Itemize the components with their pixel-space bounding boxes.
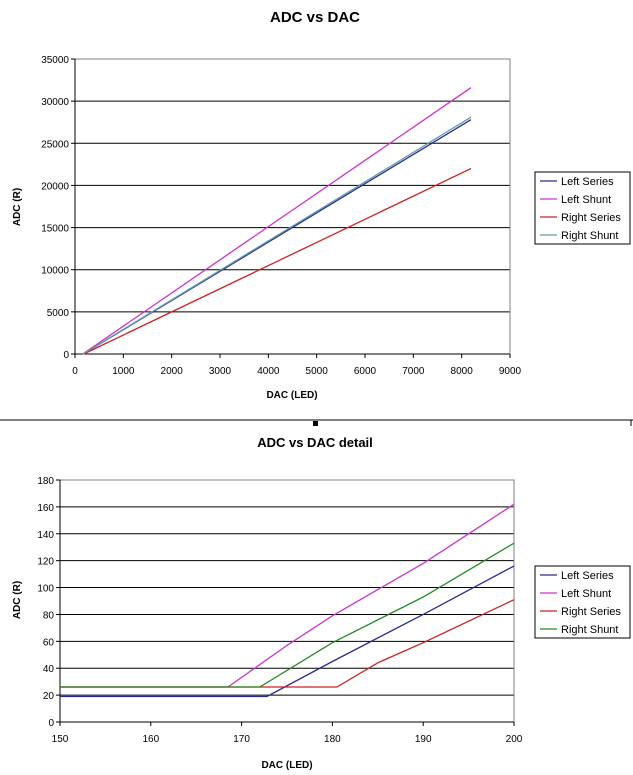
x-tick-label: 9000 [499,366,522,377]
y-tick-label: 35000 [41,55,69,66]
x-tick-label: 3000 [209,366,232,377]
series-line [60,503,515,688]
y-tick-label: 100 [37,584,54,595]
y-tick-label: 30000 [41,97,69,108]
y-tick-label: 160 [37,503,54,514]
y-axis-label: ADC (R) [12,188,23,226]
x-tick-label: 150 [52,734,69,745]
y-tick-label: 140 [37,530,54,541]
x-tick-label: 8000 [451,366,474,377]
y-tick-label: 10000 [41,266,69,277]
series-line [83,168,472,355]
separator-handle [313,421,318,426]
series-line [82,116,472,355]
y-tick-label: 180 [37,476,54,487]
legend-box [534,171,631,245]
x-tick-label: 2000 [161,366,184,377]
y-tick-label: 15000 [41,224,69,235]
x-axis-label: DAC (LED) [266,390,317,401]
x-tick-label: 5000 [306,366,329,377]
x-tick-label: 1000 [112,366,135,377]
y-tick-label: 0 [63,350,69,361]
x-tick-label: 190 [415,734,432,745]
legend-label: Left Shunt [561,588,611,600]
x-tick-label: 6000 [354,366,377,377]
x-tick-label: 200 [506,734,523,745]
legend-label: Right Shunt [561,624,618,636]
legend-label: Left Series [561,570,614,582]
y-tick-label: 40 [43,664,55,675]
x-tick-label: 4000 [257,366,280,377]
legend-label: Left Shunt [561,194,611,206]
x-tick-label: 160 [142,734,159,745]
x-axis-label: DAC (LED) [261,760,312,771]
series-line [60,599,515,688]
x-tick-label: 0 [72,366,78,377]
legend-label: Left Series [561,176,614,188]
y-tick-label: 5000 [47,308,70,319]
y-axis-label: ADC (R) [12,581,23,619]
y-tick-label: 20 [43,691,55,702]
legend-label: Right Series [561,212,621,224]
y-tick-label: 20000 [41,181,69,192]
y-tick-label: 60 [43,637,55,648]
chart-title: ADC vs DAC [270,9,360,26]
y-tick-label: 120 [37,557,54,568]
chart-adc-vs-dac: ADC vs DAC DAC (LED) ADC (R) 05000100001… [12,9,631,401]
legend-box [534,565,631,639]
series-line [60,542,515,688]
y-tick-label: 80 [43,610,55,621]
series-line [60,565,515,698]
x-tick-label: 170 [233,734,250,745]
legend-label: Right Series [561,606,621,618]
chart-adc-vs-dac-detail: ADC vs DAC detail DAC (LED) ADC (R) 0 20 4… [12,435,631,771]
y-tick-label: 0 [48,718,54,729]
plot-area [74,58,511,355]
series-line [82,87,472,355]
x-tick-label: 180 [324,734,341,745]
x-tick-label: 7000 [402,366,425,377]
legend-label: Right Shunt [561,230,618,242]
chart-title: ADC vs DAC detail [257,435,373,450]
y-tick-label: 25000 [41,139,69,150]
